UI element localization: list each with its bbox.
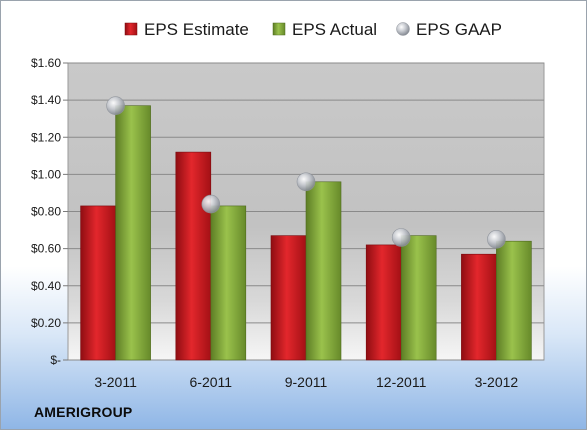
bar-eps-estimate xyxy=(270,235,307,361)
y-tick-label: $0.40 xyxy=(31,279,61,293)
chart-legend: EPS Estimate EPS Actual EPS GAAP xyxy=(124,20,502,39)
y-tick-label: $1.60 xyxy=(31,56,61,70)
legend-label: EPS Estimate xyxy=(144,20,249,39)
y-tick-label: $0.60 xyxy=(31,242,61,256)
bar-eps-actual xyxy=(496,240,532,361)
marker-eps-gaap xyxy=(106,96,125,115)
bars xyxy=(80,105,532,361)
marker-eps-gaap xyxy=(296,172,316,192)
legend-swatch xyxy=(396,22,410,36)
y-tick-label: $- xyxy=(50,353,61,367)
legend-swatch xyxy=(124,22,138,36)
bar-eps-actual xyxy=(400,235,437,361)
y-axis-ticks: $- $0.20 $0.40 $0.60 $0.80 $1.00 $1.20 $1.40 $1.… xyxy=(31,56,68,367)
marker-eps-gaap xyxy=(391,228,411,247)
bar-eps-estimate xyxy=(461,253,497,361)
y-tick-label: $0.20 xyxy=(31,316,61,330)
gaap-markers xyxy=(106,96,506,249)
marker-eps-gaap xyxy=(201,194,221,214)
bar-eps-estimate xyxy=(365,244,402,361)
x-axis-categories: 3-2011 6-2011 9-2011 12-2011 3-2012 xyxy=(94,374,518,390)
bar-eps-estimate xyxy=(175,151,212,361)
legend-label: EPS Actual xyxy=(292,20,377,39)
bar-eps-estimate xyxy=(80,205,116,361)
bar-eps-actual xyxy=(115,105,151,361)
y-tick-label: $0.80 xyxy=(31,205,61,219)
y-tick-label: $1.20 xyxy=(31,130,61,144)
company-name: AMERIGROUP xyxy=(34,404,133,420)
legend-label: EPS GAAP xyxy=(416,20,502,39)
x-category-label: 3-2012 xyxy=(475,374,519,390)
x-category-label: 3-2011 xyxy=(94,374,137,390)
legend-swatch xyxy=(272,22,286,36)
x-category-label: 12-2011 xyxy=(376,374,427,390)
y-tick-label: $1.40 xyxy=(31,93,61,107)
y-tick-label: $1.00 xyxy=(31,167,61,181)
bar-eps-actual xyxy=(210,205,247,361)
x-category-label: 6-2011 xyxy=(190,374,233,390)
marker-eps-gaap xyxy=(487,230,506,249)
x-category-label: 9-2011 xyxy=(285,374,328,390)
bar-eps-actual xyxy=(305,181,342,361)
